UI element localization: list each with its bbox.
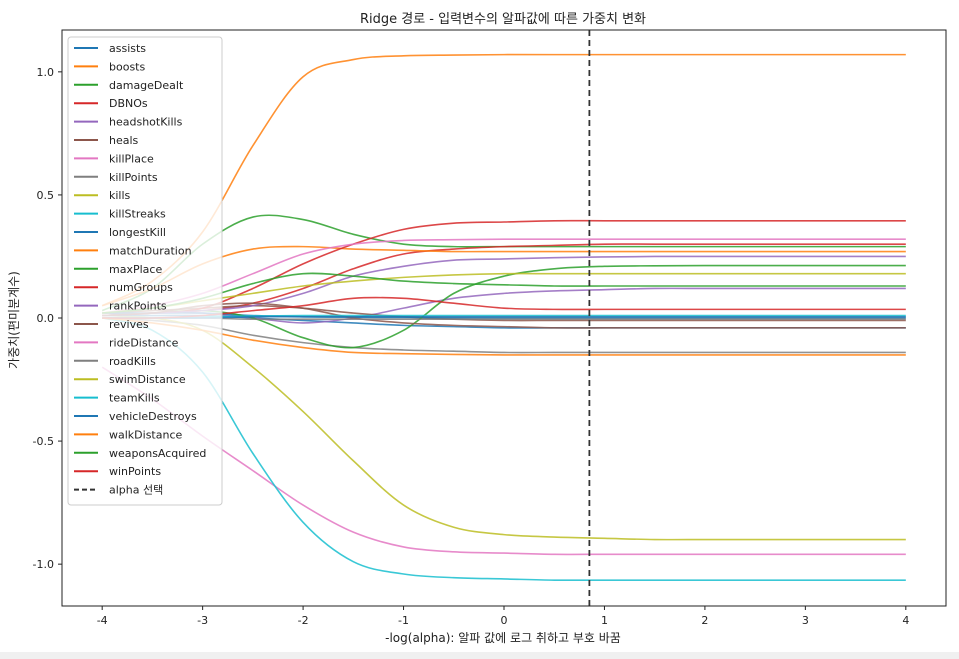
legend-label-kills: kills [109, 189, 131, 202]
legend-label-winPoints: winPoints [109, 465, 161, 478]
legend-label-boosts: boosts [109, 60, 145, 73]
series-line-swimDistance [102, 272, 906, 314]
series-line-killPoints [102, 317, 906, 354]
y-tick-label: 0.0 [37, 312, 55, 325]
x-tick-label: -2 [298, 614, 309, 627]
legend-label-rankPoints: rankPoints [109, 300, 167, 313]
series-line-DBNOs [102, 243, 906, 315]
plot-area [101, 30, 906, 606]
legend-label-killPoints: killPoints [109, 171, 158, 184]
y-tick-label: 0.5 [37, 189, 55, 202]
x-tick-label: -4 [97, 614, 108, 627]
legend-label-roadKills: roadKills [109, 355, 156, 368]
legend-label-damageDealt: damageDealt [109, 79, 184, 92]
series-line-rankPoints [102, 255, 906, 317]
series-line-killStreaks [101, 317, 906, 582]
legend-label-matchDuration: matchDuration [109, 244, 192, 257]
chart-title: Ridge 경로 - 입력변수의 알파값에 따른 가중치 변화 [360, 12, 646, 27]
legend-label-DBNOs: DBNOs [109, 97, 148, 110]
series-line-kills [102, 316, 906, 541]
series-line-rideDistance [102, 238, 906, 314]
legend-label-heals: heals [109, 134, 139, 147]
legend-label-walkDistance: walkDistance [109, 428, 182, 441]
legend-label-headshotKills: headshotKills [109, 116, 183, 129]
legend-label-numGroups: numGroups [109, 281, 173, 294]
legend-box [67, 36, 223, 506]
series-line-heals [102, 304, 906, 322]
series-line-boosts [101, 53, 906, 307]
series-line-damageDealt [101, 214, 906, 312]
legend-label-assists: assists [109, 42, 146, 55]
legend-label-revives: revives [109, 318, 149, 331]
series-line-numGroups [102, 219, 906, 317]
x-tick-label: 3 [802, 614, 809, 627]
y-tick-label: -1.0 [33, 558, 54, 571]
series-line-walkDistance [102, 317, 906, 356]
legend-label-teamKills: teamKills [109, 392, 160, 405]
legend: assists boosts damageDealt DBNOs headshotKil… [67, 36, 223, 506]
y-tick-label: 1.0 [37, 66, 55, 79]
series-line-revives [102, 302, 906, 329]
series-line-killPlace [101, 366, 906, 556]
legend-label-killPlace: killPlace [109, 152, 154, 165]
series-line-matchDuration [101, 245, 906, 307]
series-line-teamKills [102, 314, 906, 319]
axes: -4 -3 -2 -1 0 1 2 3 4 -1.0 -0.5 0.0 0.5 1.0 [33, 29, 947, 627]
legend-label-vehicleDestroys: vehicleDestroys [109, 410, 197, 423]
series-line-winPoints [102, 296, 906, 319]
x-tick-label: 2 [701, 614, 708, 627]
series-line-vehicleDestroys [102, 315, 906, 319]
series-line-maxPlace [102, 264, 906, 349]
legend-label-maxPlace: maxPlace [109, 263, 162, 276]
x-tick-label: -1 [398, 614, 409, 627]
legend-label-weaponsAcquired: weaponsAcquired [109, 447, 206, 460]
x-axis-title: -log(alpha): 알파 값에 로그 취하고 부호 바꿈 [385, 631, 621, 645]
x-tick-label: 1 [601, 614, 608, 627]
series-line-weaponsAcquired [102, 272, 906, 314]
x-tick-label: 4 [902, 614, 909, 627]
legend-label-killStreaks: killStreaks [109, 208, 166, 221]
x-tick-label: 0 [501, 614, 508, 627]
series-line-roadKills [102, 317, 906, 321]
legend-label-swimDistance: swimDistance [109, 373, 186, 386]
y-tick-label: -0.5 [33, 435, 54, 448]
x-tick-label: -3 [197, 614, 208, 627]
legend-label-longestKill: longestKill [109, 226, 166, 239]
legend-label-rideDistance: rideDistance [109, 336, 179, 349]
legend-label-alpha: alpha 선택 [109, 484, 163, 497]
bottom-strip [0, 652, 959, 659]
y-axis-title: 가중치(편미분계수) [7, 271, 21, 369]
